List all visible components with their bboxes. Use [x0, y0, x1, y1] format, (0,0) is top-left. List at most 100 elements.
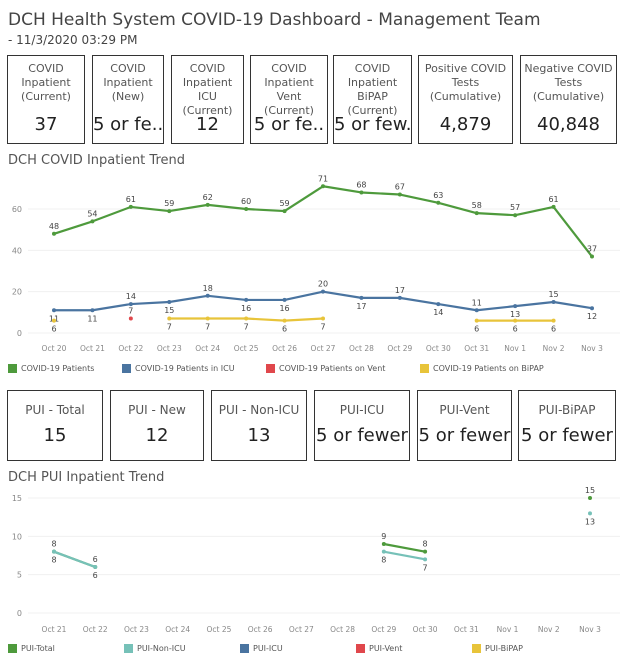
pui-kpi-card[interactable]: PUI-BiPAP 5 or fewer — [518, 390, 616, 461]
data-label: 11 — [472, 298, 482, 307]
data-point — [52, 318, 56, 323]
data-point — [588, 496, 592, 500]
x-tick-label: Oct 29 — [371, 625, 396, 634]
data-point — [128, 302, 133, 307]
y-tick-label: 5 — [17, 571, 22, 580]
series-line-segment — [476, 212, 516, 217]
pui-kpi-card[interactable]: PUI - Total 15 — [7, 390, 103, 461]
series-line-segment — [438, 201, 477, 215]
data-label: 8 — [51, 556, 56, 565]
pui-kpi-value: 13 — [247, 425, 271, 446]
data-label: 63 — [433, 191, 443, 200]
pui-kpi-card[interactable]: PUI-Vent 5 or fewer — [417, 390, 512, 461]
kpi-value: 37 — [34, 114, 58, 135]
x-tick-label: Oct 22 — [83, 625, 108, 634]
data-point — [513, 318, 518, 323]
series-line-segment — [383, 550, 426, 561]
pui-kpi-label: PUI - New — [128, 403, 186, 417]
data-label: 15 — [548, 290, 558, 299]
legend-item[interactable]: PUI-ICU — [240, 644, 283, 653]
data-label: 57 — [510, 203, 520, 212]
data-point — [474, 308, 479, 313]
x-tick-label: Oct 21 — [42, 625, 67, 634]
legend-item[interactable]: PUI-Non-ICU — [124, 644, 186, 653]
kpi-card[interactable]: COVID Inpatient (New) 5 or fe.. — [92, 55, 164, 144]
data-label: 6 — [551, 325, 556, 334]
legend-swatch — [472, 644, 481, 653]
legend-swatch — [240, 644, 249, 653]
data-label: 62 — [203, 193, 213, 202]
series-line-segment — [361, 191, 400, 196]
kpi-card[interactable]: COVID Inpatient ICU (Current) 12 — [171, 55, 244, 144]
legend-swatch — [8, 644, 17, 653]
series-line-segment — [207, 203, 247, 211]
legend-item[interactable]: PUI-Total — [8, 644, 55, 653]
legend-item[interactable]: PUI-Vent — [356, 644, 402, 653]
series-line-segment — [322, 185, 362, 194]
legend-item[interactable]: COVID-19 Patients on Vent — [266, 364, 385, 373]
data-point — [359, 190, 364, 195]
data-label: 17 — [356, 302, 366, 311]
series-line-segment — [246, 317, 285, 322]
x-tick-label: Oct 20 — [42, 344, 67, 353]
x-tick-label: Oct 25 — [234, 344, 259, 353]
legend-swatch — [124, 644, 133, 653]
kpi-value: 40,848 — [537, 114, 600, 135]
data-label: 6 — [51, 325, 56, 334]
data-label: 16 — [241, 304, 251, 313]
kpi-card[interactable]: Positive COVID Tests (Cumulative) 4,879 — [418, 55, 513, 144]
data-point — [282, 209, 287, 214]
data-point — [397, 192, 402, 197]
legend-item[interactable]: COVID-19 Patients on BiPAP — [420, 364, 544, 373]
data-label: 14 — [433, 308, 443, 317]
data-point — [474, 318, 479, 323]
series-line-segment — [246, 207, 285, 213]
data-label: 71 — [318, 174, 328, 183]
legend-item[interactable]: COVID-19 Patients in ICU — [122, 364, 235, 373]
x-tick-label: Nov 2 — [538, 625, 560, 634]
kpi-value: 12 — [196, 114, 219, 135]
legend-swatch — [8, 364, 17, 373]
x-tick-label: Oct 23 — [157, 344, 182, 353]
data-label: 13 — [585, 517, 595, 526]
pui-kpi-card[interactable]: PUI-ICU 5 or fewer — [314, 390, 410, 461]
legend-label: COVID-19 Patients — [21, 364, 95, 373]
data-point — [590, 254, 594, 259]
kpi-value: 5 or fe.. — [93, 114, 163, 135]
x-tick-label: Nov 2 — [543, 344, 565, 353]
series-line-segment — [53, 550, 96, 569]
data-point — [93, 565, 98, 569]
kpi-card[interactable]: Negative COVID Tests (Cumulative) 40,848 — [520, 55, 617, 144]
pui-kpi-card[interactable]: PUI - New 12 — [110, 390, 204, 461]
series-line-segment — [399, 193, 439, 204]
data-point — [244, 316, 249, 321]
data-label: 68 — [356, 180, 366, 189]
legend-item[interactable]: COVID-19 Patients — [8, 364, 94, 373]
pui-kpi-card[interactable]: PUI - Non-ICU 13 — [211, 390, 307, 461]
pui-kpi-label: PUI - Non-ICU — [218, 403, 300, 417]
data-point — [588, 511, 592, 516]
pui-kpi-value: 12 — [145, 425, 169, 446]
kpi-card[interactable]: COVID Inpatient Vent (Current) 5 or fe.. — [250, 55, 328, 144]
pui-kpi-value: 5 or fewer — [316, 425, 408, 446]
x-tick-label: Oct 24 — [165, 625, 190, 634]
dashboard-timestamp: - 11/3/2020 03:29 PM — [8, 33, 138, 47]
data-point — [205, 316, 210, 321]
pui-kpi-label: PUI-BiPAP — [538, 403, 596, 417]
kpi-card[interactable]: COVID Inpatient (Current) 37 — [7, 55, 85, 144]
data-label: 7 — [128, 307, 133, 316]
legend-item[interactable]: PUI-BiPAP — [472, 644, 523, 653]
data-label: 15 — [585, 486, 595, 495]
series-line-segment — [284, 290, 324, 302]
series-line-segment — [438, 302, 477, 312]
data-point — [474, 211, 479, 216]
data-point — [397, 295, 402, 300]
x-tick-label: Oct 31 — [454, 625, 479, 634]
x-tick-label: Nov 1 — [504, 344, 526, 353]
pui-kpi-value: 5 or fewer — [418, 425, 511, 446]
kpi-card[interactable]: COVID Inpatient BiPAP (Current) 5 or few.… — [333, 55, 412, 144]
data-label: 7 — [167, 323, 172, 332]
data-label: 9 — [381, 532, 386, 541]
data-point — [52, 549, 56, 554]
legend-label: COVID-19 Patients on Vent — [279, 364, 386, 373]
